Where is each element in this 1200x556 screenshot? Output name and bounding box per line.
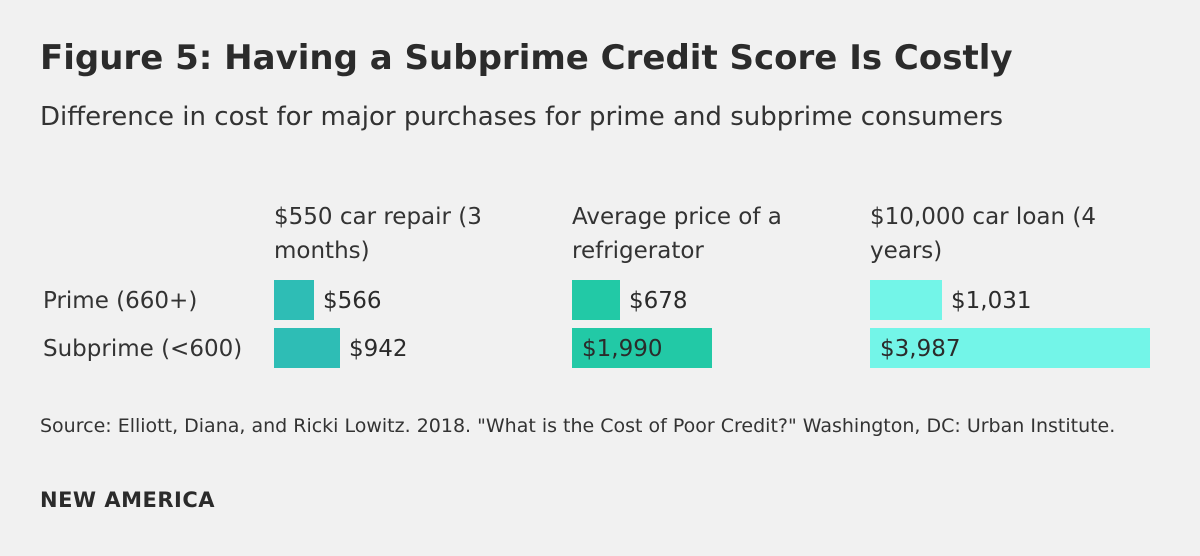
bar xyxy=(274,328,340,368)
panel-header: Average price of a xyxy=(572,204,782,230)
bar xyxy=(870,328,1150,368)
chart-subtitle: Difference in cost for major purchases f… xyxy=(40,102,1003,132)
chart-canvas: Prime (660+) Subprime (<600) $550 car repa… xyxy=(43,204,1150,368)
row-label: Subprime (<600) xyxy=(43,336,242,362)
source-note: Source: Elliott, Diana, and Ricki Lowitz… xyxy=(40,415,1116,437)
data-label: $1,990 xyxy=(582,336,662,362)
data-label: $1,031 xyxy=(951,288,1031,314)
brand-logo: NEW AMERICA xyxy=(40,488,216,512)
bar-chart: Prime (660+) Subprime (<600) $550 car repa… xyxy=(0,195,1200,385)
bar xyxy=(572,328,712,368)
bar xyxy=(274,280,314,320)
data-label: $678 xyxy=(629,288,688,314)
panel-header: refrigerator xyxy=(572,238,704,264)
bar xyxy=(572,280,620,320)
panel-header: $10,000 car loan (4 xyxy=(870,204,1096,230)
row-label: Prime (660+) xyxy=(43,288,197,314)
bar xyxy=(870,280,942,320)
panel-header: months) xyxy=(274,238,370,264)
data-label: $566 xyxy=(323,288,382,314)
data-label: $3,987 xyxy=(880,336,960,362)
chart-title: Figure 5: Having a Subprime Credit Score… xyxy=(40,38,1013,78)
data-label: $942 xyxy=(349,336,408,362)
panel-header: $550 car repair (3 xyxy=(274,204,482,230)
panel-header: years) xyxy=(870,238,942,264)
